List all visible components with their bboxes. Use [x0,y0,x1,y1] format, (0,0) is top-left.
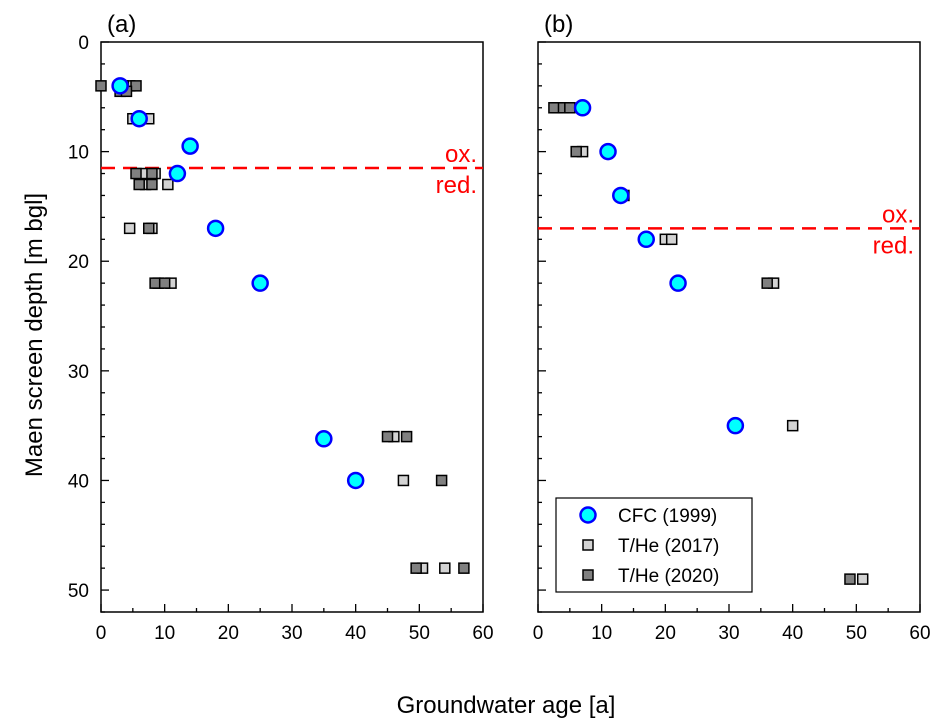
cfc-1999-point [130,109,148,128]
the-2017-point [439,562,451,574]
the-2020-point [400,430,413,443]
the-2020-point [844,573,856,585]
cfc-1999-point [111,77,129,95]
x-tick-label: 30 [281,623,302,644]
x-tick-label: 10 [154,623,175,644]
x-tick-label: 60 [472,623,493,644]
the-2020-point [146,167,158,180]
y-tick-label: 20 [68,252,89,273]
the-2020-point [564,102,576,114]
y-tick-label: 30 [68,362,89,383]
legend: CFC (1999) T/He (2017) T/He (2020) [555,497,753,593]
the-2020-point [143,222,155,235]
cfc-1999-point [315,430,333,448]
the-2020-point [149,277,161,289]
the-2017-point [123,222,136,235]
legend-label: T/He (2017) [618,536,719,557]
cfc-1999-point [181,137,199,155]
legend-marker-cfc-1999 [579,506,597,524]
the-2020-point [158,277,171,289]
x-tick-label: 50 [409,623,430,644]
cfc-1999-point [573,99,592,117]
x-tick-label: 40 [782,623,803,644]
x-axis-title: Groundwater age [a] [397,692,616,719]
reduced-label: red. [436,172,477,199]
x-tick-label: 10 [591,623,612,644]
cfc-1999-point [346,471,365,490]
panel-a: 0 10 20 30 40 50 60 0 10 20 30 40 50 (a) ox. red. [68,11,494,644]
cfc-1999-point [612,186,630,205]
reduced-label: red. [873,232,914,259]
y-axis-title: Maen screen depth [m bgl] [21,193,48,477]
y-tick-label: 10 [68,143,89,164]
x-tick-label: 40 [345,623,366,644]
the-2017-point [665,233,678,246]
the-2020-point [133,178,145,191]
the-2020-point [570,145,582,158]
x-tick-label: 20 [218,623,239,644]
the-2017-point [856,573,869,585]
legend-label: T/He (2020) [618,566,719,587]
the-2017-point [397,474,410,487]
y-tick-label: 0 [78,33,89,54]
the-2020-point [146,178,158,191]
the-2020-point [381,430,394,443]
legend-marker-the-2020 [582,569,594,581]
the-2020-point [95,80,107,92]
x-tick-label: 60 [909,623,930,644]
y-tick-label: 40 [68,471,89,492]
x-tick-label: 0 [533,623,544,644]
the-2020-point [458,562,470,574]
cfc-1999-point [599,142,617,161]
the-2020-point [130,167,142,180]
legend-label: CFC (1999) [618,506,717,527]
the-2020-point [435,474,448,487]
x-tick-label: 30 [718,623,739,644]
x-tick-label: 50 [846,623,867,644]
panel-b: 0 10 20 30 40 50 60 (b) ox. red. [533,11,931,644]
x-tick-label: 20 [655,623,676,644]
cfc-1999-point [637,230,655,249]
legend-marker-the-2017 [582,539,594,551]
cfc-1999-point [669,274,687,292]
the-2017-point [162,178,174,191]
cfc-1999-point [168,164,187,183]
x-tick-label: 0 [96,623,107,644]
cfc-1999-point [251,274,269,292]
the-2017-point [786,419,799,432]
oxidized-label: ox. [882,201,914,228]
panel-label: (b) [544,11,573,38]
panel-label: (a) [107,11,136,38]
cfc-1999-point [206,219,225,238]
plot-frame [100,41,484,613]
y-tick-label: 50 [68,581,89,602]
cfc-1999-point [726,416,745,435]
the-2020-point [548,102,560,114]
the-2020-point [761,277,773,289]
oxidized-label: ox. [445,141,477,168]
the-2020-point [410,562,422,574]
the-2020-point [130,80,142,92]
